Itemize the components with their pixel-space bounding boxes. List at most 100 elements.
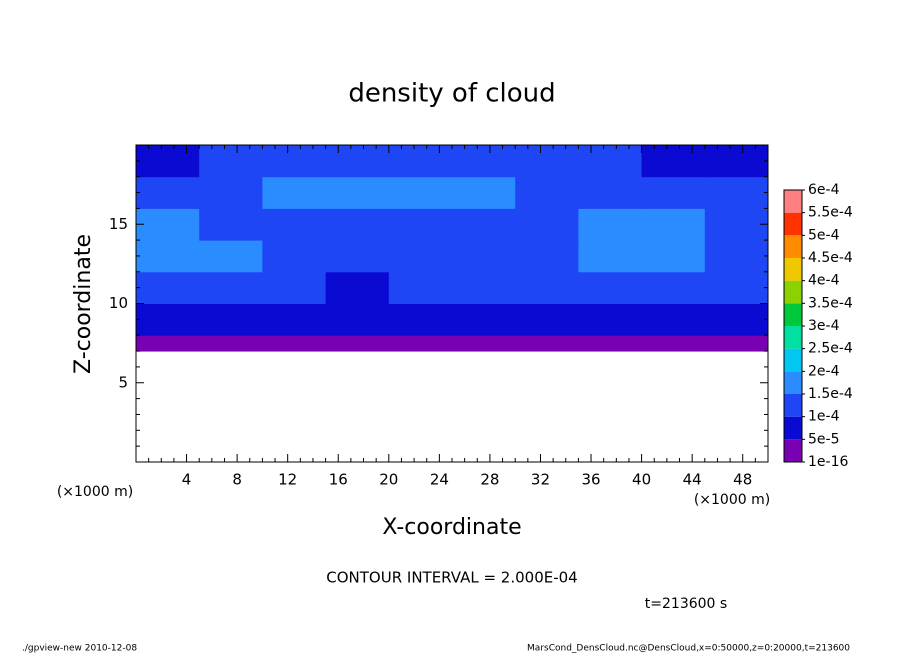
contour-cell — [199, 240, 263, 273]
contour-cell — [388, 240, 453, 273]
contour-cell — [578, 145, 643, 178]
contour-cell — [704, 176, 769, 209]
contour-cell — [262, 303, 327, 336]
contour-cell — [199, 176, 263, 209]
colorbar-swatch — [784, 212, 802, 236]
contour-cell — [262, 176, 327, 209]
x-tick-label: 40 — [632, 471, 651, 489]
contour-cell — [388, 176, 453, 209]
colorbar-label: 1e-16 — [808, 454, 848, 470]
colorbar-swatch — [784, 190, 802, 213]
time-label: t=213600 s — [645, 596, 727, 612]
contour-cell — [325, 240, 390, 273]
colorbar-swatch — [784, 439, 802, 462]
x-scale-label: (×1000 m) — [694, 492, 770, 508]
contour-cell — [452, 303, 516, 336]
contour-cell — [199, 208, 263, 241]
contour-cell — [704, 208, 769, 241]
contour-cell — [515, 208, 579, 241]
contour-cell — [452, 145, 516, 178]
x-tick-label: 16 — [329, 471, 348, 489]
y-tick-label: 15 — [109, 215, 128, 233]
colorbar-label: 3e-4 — [808, 318, 840, 334]
x-tick-label: 32 — [531, 471, 550, 489]
colorbar-swatch — [784, 303, 802, 326]
colorbar-swatch — [784, 326, 802, 349]
contour-cell — [136, 176, 200, 209]
contour-cell — [515, 240, 579, 273]
contour-cell — [704, 145, 769, 178]
contour-cell — [452, 335, 516, 352]
x-tick-label: 12 — [278, 471, 297, 489]
colorbar-swatch — [784, 235, 802, 258]
x-tick-label: 24 — [430, 471, 449, 489]
colorbar-label: 1.5e-4 — [808, 386, 853, 402]
colorbar-label: 5e-5 — [808, 431, 839, 447]
colorbar-swatch — [784, 348, 802, 372]
x-tick-label: 28 — [480, 471, 499, 489]
contour-cell — [136, 145, 200, 178]
y-scale-label: (×1000 m) — [57, 484, 133, 500]
contour-cell — [452, 176, 516, 209]
chart-title: density of cloud — [348, 79, 555, 109]
contour-cell — [388, 335, 453, 352]
contour-cell — [136, 303, 200, 336]
contour-cell — [515, 271, 579, 304]
contour-cell — [578, 271, 643, 304]
contour-cell — [704, 240, 769, 273]
contour-cell — [515, 176, 579, 209]
contour-cell — [262, 271, 327, 304]
colorbar-swatch — [784, 280, 802, 304]
contour-cell — [452, 271, 516, 304]
colorbar-swatch — [784, 394, 802, 417]
contour-cell — [704, 271, 769, 304]
contour-cell — [199, 303, 263, 336]
colorbar-label: 4e-4 — [808, 273, 840, 289]
contour-cell — [388, 303, 453, 336]
contour-cell — [515, 335, 579, 352]
contour-cell — [325, 271, 390, 304]
colorbar-label: 2e-4 — [808, 363, 840, 379]
x-tick-label: 8 — [232, 471, 242, 489]
contour-cell — [325, 335, 390, 352]
contour-cell — [578, 208, 643, 241]
y-tick-label: 5 — [118, 373, 128, 391]
contour-cell — [704, 303, 769, 336]
contour-cell — [641, 208, 706, 241]
x-axis-label: X-coordinate — [382, 515, 521, 540]
contour-cell — [452, 208, 516, 241]
colorbar-label: 6e-4 — [808, 182, 840, 198]
contour-cell — [199, 145, 263, 178]
x-tick-label: 44 — [683, 471, 702, 489]
contour-cell — [262, 145, 327, 178]
contour-interval: CONTOUR INTERVAL = 2.000E-04 — [326, 569, 577, 587]
y-tick-label: 10 — [109, 294, 128, 312]
colorbar-swatch — [784, 258, 802, 281]
colorbar-label: 4.5e-4 — [808, 250, 853, 266]
colorbar-swatch — [784, 416, 802, 440]
contour-cell — [578, 176, 643, 209]
colorbar-label: 2.5e-4 — [808, 341, 853, 357]
contour-cell — [325, 208, 390, 241]
contour-cell — [704, 335, 769, 352]
contour-cell — [136, 208, 200, 241]
x-tick-label: 4 — [182, 471, 192, 489]
x-tick-label: 48 — [733, 471, 752, 489]
contour-cell — [641, 303, 706, 336]
colorbar-label: 1e-4 — [808, 409, 840, 425]
contour-cell — [325, 303, 390, 336]
contour-cell — [136, 335, 200, 352]
x-tick-label: 20 — [379, 471, 398, 489]
footer-right: MarsCond_DensCloud.nc@DensCloud,x=0:5000… — [527, 644, 850, 654]
contour-cell — [641, 240, 706, 273]
contour-cell — [578, 303, 643, 336]
contour-cell — [641, 176, 706, 209]
contour-cell — [262, 208, 327, 241]
contour-cell — [388, 271, 453, 304]
contour-cell — [515, 145, 579, 178]
colorbar-label: 5.5e-4 — [808, 205, 853, 221]
contour-cell — [136, 271, 200, 304]
contour-cell — [641, 145, 706, 178]
colorbar-label: 3.5e-4 — [808, 295, 853, 311]
